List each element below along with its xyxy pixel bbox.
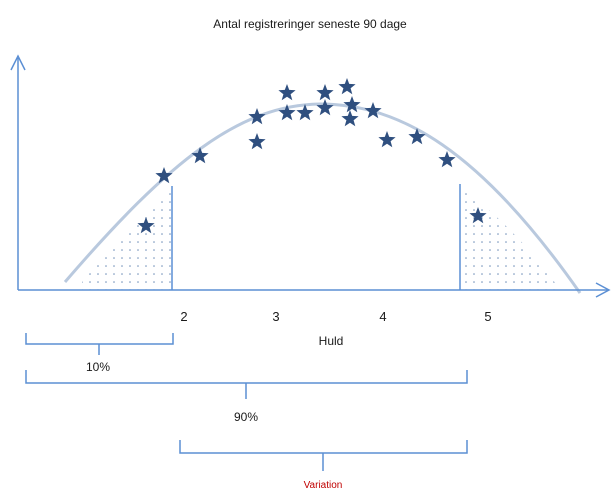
main-range-label: 90% [234,410,258,424]
star-icon [364,102,382,119]
star-icon [343,96,361,113]
star-icon [341,110,359,127]
star-icon [316,99,334,116]
star-icon [278,84,296,101]
x-axis-arrow-icon [595,282,611,298]
star-icon [378,131,396,148]
y-axis-arrow-icon [10,54,26,71]
variation-label: Variation [304,480,343,491]
variation-bracket [179,440,468,471]
star-icon [469,207,487,224]
data-points [137,78,487,234]
star-icon [278,104,296,121]
star-icon [408,128,426,145]
distribution-curve [63,102,582,294]
lower-tail-area [82,186,172,290]
upper-tail-area [460,186,560,290]
star-icon [248,108,266,125]
star-icon [191,147,209,164]
diagram-title: Antal registreringer seneste 90 dage [213,17,407,31]
star-icon [338,78,356,95]
star-icon [438,151,456,168]
star-icon [248,133,266,150]
lower-tail-label: 10% [86,360,110,374]
lower-tail-bracket [25,333,174,355]
main-range-bracket [25,370,468,399]
star-icon [316,84,334,101]
star-icon [137,217,155,234]
x-tick-label: 4 [379,309,386,324]
x-tick-label: 3 [272,309,279,324]
star-icon [155,167,173,184]
x-axis-label: Huld [319,334,344,348]
x-tick-label: 2 [180,309,187,324]
star-icon [296,104,314,121]
x-tick-label: 5 [484,309,491,324]
